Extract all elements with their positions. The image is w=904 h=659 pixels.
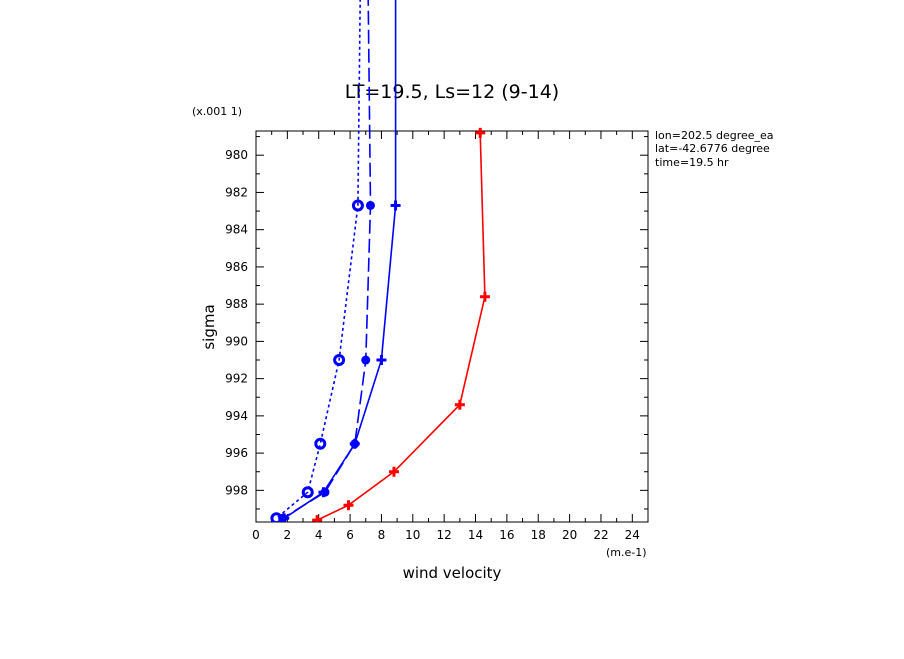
- series-line-2: [282, 0, 372, 519]
- x-tick-label: 0: [252, 528, 260, 542]
- series-line-1: [283, 0, 397, 519]
- series-group: [270, 0, 490, 522]
- x-tick-label: 20: [562, 528, 577, 542]
- y-tick-label: 980: [225, 148, 248, 162]
- y-axis-label: sigma: [200, 304, 218, 349]
- data-point-plus: [475, 127, 486, 138]
- data-point-plus: [312, 515, 323, 522]
- data-point-plus: [454, 399, 465, 410]
- data-point-ring: [270, 512, 283, 522]
- x-axis-label: wind velocity: [403, 564, 502, 582]
- info-time: time=19.5 hr: [655, 156, 729, 169]
- x-tick-label: 6: [346, 528, 354, 542]
- series-line-3: [275, 0, 361, 519]
- x-tick-label: 8: [378, 528, 386, 542]
- series-line-0: [316, 132, 486, 521]
- data-point-plus: [390, 200, 401, 211]
- info-lat: lat=-42.6776 degree: [655, 142, 770, 155]
- x-tick-label: 16: [499, 528, 514, 542]
- data-point-plus: [376, 355, 387, 366]
- y-tick-label: 990: [225, 334, 248, 348]
- y-tick-label: 992: [225, 372, 248, 386]
- y-tick-label: 994: [225, 409, 248, 423]
- y-tick-label: 998: [225, 483, 248, 497]
- x-tick-label: 24: [625, 528, 640, 542]
- data-point-ring: [333, 354, 346, 367]
- y-scale-note: (x.001 1): [192, 105, 242, 118]
- x-tick-label: 2: [284, 528, 292, 542]
- data-point-dot: [320, 487, 330, 497]
- data-point-plus: [343, 500, 354, 511]
- data-point-ring: [301, 486, 314, 499]
- x-tick-label: 14: [468, 528, 483, 542]
- data-point-ring: [314, 437, 327, 450]
- data-point-dot: [350, 439, 360, 449]
- chart-title: LT=19.5, Ls=12 (9-14): [345, 81, 559, 103]
- x-unit-label: (m.e-1): [606, 546, 647, 559]
- x-tick-label: 12: [437, 528, 452, 542]
- data-point-plus: [479, 291, 490, 302]
- y-tick-label: 984: [225, 223, 248, 237]
- y-tick-label: 988: [225, 297, 248, 311]
- x-tick-label: 10: [405, 528, 420, 542]
- x-tick-label: 18: [531, 528, 546, 542]
- data-point-ring: [351, 199, 364, 212]
- x-tick-label: 22: [593, 528, 608, 542]
- data-point-plus: [388, 466, 399, 477]
- data-point-dot: [361, 355, 371, 365]
- x-tick-label: 4: [315, 528, 323, 542]
- axis-ticks: 0 2 4 6 8 10 12 14 16 18 20 22 249809829849869889909…: [225, 131, 649, 542]
- y-tick-label: 986: [225, 260, 248, 274]
- plot-frame: [255, 130, 649, 523]
- y-tick-label: 982: [225, 185, 248, 199]
- y-tick-label: 996: [225, 446, 248, 460]
- info-lon: lon=202.5 degree_ea: [655, 129, 774, 142]
- data-point-dot: [365, 200, 375, 210]
